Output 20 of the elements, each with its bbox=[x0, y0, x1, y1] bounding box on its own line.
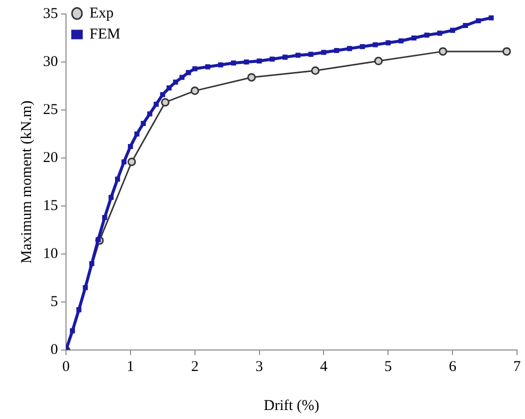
x-tick-label: 7 bbox=[513, 358, 522, 375]
x-tick-label: 1 bbox=[126, 358, 134, 375]
y-axis-title: Maximum moment (kN.m) bbox=[18, 100, 35, 264]
legend-label: Exp bbox=[90, 5, 114, 22]
x-tick-label: 4 bbox=[320, 358, 328, 375]
x-tick-label: 0 bbox=[62, 358, 70, 375]
x-tick-label: 6 bbox=[448, 358, 457, 375]
y-tick-label: 15 bbox=[43, 198, 58, 214]
legend-label: FEM bbox=[90, 26, 120, 42]
x-tick-label: 2 bbox=[191, 358, 199, 375]
x-tick-label: 5 bbox=[384, 358, 392, 375]
y-tick-label: 25 bbox=[43, 102, 58, 118]
y-tick-label: 10 bbox=[43, 246, 58, 262]
y-tick-label: 5 bbox=[50, 294, 58, 310]
x-axis-title: Drift (%) bbox=[264, 398, 320, 414]
y-tick-label: 20 bbox=[43, 150, 58, 166]
y-tick-label: 35 bbox=[43, 6, 58, 22]
x-tick-label: 3 bbox=[256, 358, 264, 375]
y-tick-label: 30 bbox=[43, 54, 58, 70]
y-tick-label: 0 bbox=[50, 342, 58, 358]
